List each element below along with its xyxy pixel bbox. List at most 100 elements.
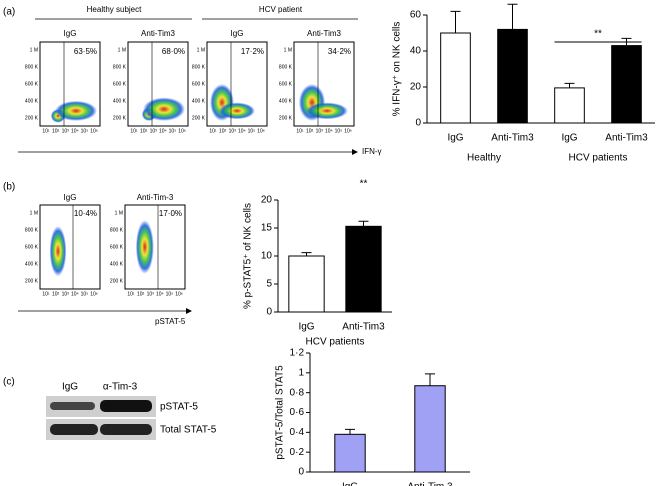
plot-label: Anti-Tim-3 [137,193,174,202]
x-tick-label: IgG [447,133,463,144]
panel-label: (b) [3,182,15,193]
y-tick-label: 400 K [110,261,124,267]
significance-label: ** [360,179,368,190]
error-bar [450,10,461,33]
bar [440,32,471,124]
y-tick-label: 1·2 [290,348,305,359]
y-tick-label: 0·4 [290,427,305,438]
y-tick-label: 800 K [25,64,39,70]
x-tick-label: Anti-Tim3 [491,133,534,144]
y-tick-label: 800 K [110,227,124,233]
density-cloud [135,220,154,274]
error-bar [564,82,575,88]
lane-label: α-Tim-3 [103,382,138,393]
x-tick-label: 10⁴ [325,128,333,134]
x-tick-label: 10⁵ [169,128,177,134]
y-tick-label: 800 K [113,64,127,70]
x-tick-label: 10⁴ [159,128,167,134]
y-tick-label: 10 [261,251,273,262]
band-label: Total STAT-5 [160,425,217,436]
plot-frame [127,41,189,127]
x-tick-label: Anti-Tim3 [605,133,648,144]
x-tick-label: 10¹ [296,128,304,134]
x-tick-label: 10² [52,128,60,134]
plot-frame [39,204,101,290]
density-cloud [49,226,67,277]
x-tick-label: 10³ [62,291,70,297]
x-tick-label: 10³ [147,291,155,297]
y-tick-label: 600 K [192,81,206,87]
y-tick-label: 15 [261,223,273,234]
y-tick-label: 600 K [25,81,39,87]
y-tick-label: 200 K [110,278,124,284]
y-tick-label: 5 [266,279,272,290]
error-bar [425,373,435,386]
y-tick-label: 0 [415,118,421,129]
y-tick-label: 600 K [110,244,124,250]
plot-label: IgG [231,29,244,38]
x-tick-label: 10⁵ [81,128,89,134]
x-tick-label: 10⁶ [90,291,98,297]
plot-frame [293,41,355,127]
x-tick-label: 10⁵ [166,291,174,297]
bar [414,385,446,473]
density-cloud [143,97,185,121]
y-tick-label: 200 K [192,115,206,121]
y-tick-label: 60 [410,10,422,21]
y-tick-label: 1 M [284,47,292,53]
blot-band [50,424,98,435]
x-tick-label: 10⁶ [175,291,183,297]
y-tick-label: 800 K [279,64,293,70]
y-tick-label: 1 [298,367,304,378]
y-tick-label: 0·8 [290,387,305,398]
x-tick-label: 10³ [150,128,158,134]
x-tick-label: IgG [561,133,577,144]
panel-label: (c) [3,377,15,388]
x-tick-label: 10⁵ [335,128,343,134]
y-tick-label: 40 [410,46,422,57]
x-tick-label: 10² [52,291,60,297]
x-tick-label: 10¹ [130,128,138,134]
x-tick-label: 10⁶ [90,128,98,134]
y-tick-label: 1 M [30,47,38,53]
blot-band [100,424,152,435]
x-axis-label: HCV patients [306,337,365,348]
gate-percent: 34·2% [328,47,351,56]
x-tick-label: 10² [137,291,145,297]
x-tick-label: 10¹ [127,291,135,297]
y-tick-label: 400 K [25,98,39,104]
panel-label: (a) [3,7,15,18]
y-tick-label: 400 K [25,261,39,267]
lane-label: IgG [62,382,78,393]
y-tick-label: 600 K [25,244,39,250]
bar [554,87,585,124]
y-tick-label: 20 [261,195,273,206]
x-tick-label: 10³ [229,128,237,134]
x-tick-label: 10⁶ [178,128,186,134]
plot-label: Anti-Tim3 [307,29,341,38]
y-tick-label: 20 [410,82,422,93]
significance-label: ** [594,29,602,40]
y-tick-label: 600 K [279,81,293,87]
x-tick-label: 10¹ [42,128,50,134]
plot-label: IgG [64,29,77,38]
y-tick-label: 200 K [113,115,127,121]
x-tick-label: 10³ [62,128,70,134]
y-tick-label: 400 K [279,98,293,104]
plot-frame [39,41,101,127]
y-tick-label: 200 K [25,278,39,284]
gate-percent: 17·0% [159,209,182,218]
x-tick-label: 10² [140,128,148,134]
y-tick-label: 0 [266,307,272,318]
y-tick-label: 1 M [118,47,126,53]
x-tick-label: 10⁵ [81,291,89,297]
y-tick-label: 0·2 [290,447,305,458]
error-bar [301,252,312,256]
x-tick-label: 10⁶ [344,128,352,134]
density-cloud [55,100,97,121]
x-tick-label: 10² [219,128,227,134]
x-tick-label: IgG [342,482,358,486]
density-cloud [306,102,348,120]
bar [345,225,382,313]
